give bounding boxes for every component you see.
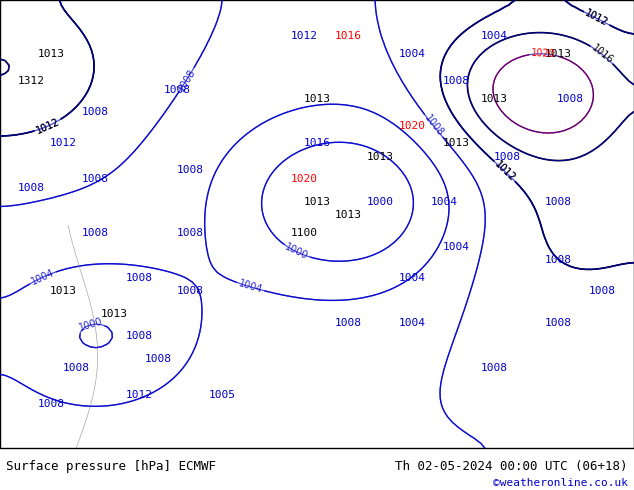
Text: 1016: 1016	[304, 139, 330, 148]
Text: 1100: 1100	[291, 228, 318, 238]
Text: 1008: 1008	[126, 331, 153, 341]
Text: 1013: 1013	[545, 49, 571, 59]
Text: 1000: 1000	[283, 242, 310, 262]
Text: 1008: 1008	[177, 165, 204, 175]
Text: Th 02-05-2024 00:00 UTC (06+18): Th 02-05-2024 00:00 UTC (06+18)	[395, 460, 628, 473]
Text: 1008: 1008	[481, 363, 508, 373]
Text: ©weatheronline.co.uk: ©weatheronline.co.uk	[493, 478, 628, 488]
Text: 1008: 1008	[335, 318, 362, 328]
Text: 1008: 1008	[126, 273, 153, 283]
Text: 1000: 1000	[367, 197, 394, 207]
Text: 1020: 1020	[531, 49, 556, 59]
Text: 1013: 1013	[101, 309, 127, 319]
Text: 1008: 1008	[18, 183, 45, 194]
Text: 1004: 1004	[399, 49, 425, 59]
Text: 1004: 1004	[443, 242, 470, 251]
Text: 1013: 1013	[443, 139, 470, 148]
Text: 1013: 1013	[481, 94, 508, 104]
Text: 1008: 1008	[545, 197, 571, 207]
Text: 1004: 1004	[430, 197, 457, 207]
Text: 1008: 1008	[82, 107, 108, 117]
Text: 1004: 1004	[29, 268, 56, 287]
Text: 1004: 1004	[399, 273, 425, 283]
Text: 1012: 1012	[493, 159, 517, 183]
Text: 1008: 1008	[164, 85, 191, 95]
Text: 1008: 1008	[422, 113, 445, 139]
Text: 1013: 1013	[335, 210, 362, 220]
Text: 1012: 1012	[291, 31, 318, 41]
Text: 1008: 1008	[145, 354, 172, 364]
Text: 1012: 1012	[583, 8, 610, 28]
Text: 1008: 1008	[443, 75, 470, 86]
Text: 1012: 1012	[583, 8, 610, 28]
Text: 1012: 1012	[35, 116, 61, 136]
Text: 1008: 1008	[82, 228, 108, 238]
Text: 1008: 1008	[63, 363, 89, 373]
Text: 1008: 1008	[545, 255, 571, 265]
Text: 1013: 1013	[304, 197, 330, 207]
Text: 1012: 1012	[50, 139, 77, 148]
Text: 1013: 1013	[367, 152, 394, 162]
Text: Surface pressure [hPa] ECMWF: Surface pressure [hPa] ECMWF	[6, 460, 216, 473]
Text: 1012: 1012	[493, 159, 517, 183]
Text: 1013: 1013	[37, 49, 64, 59]
Text: 1004: 1004	[399, 318, 425, 328]
Text: 1008: 1008	[177, 228, 204, 238]
Text: 1008: 1008	[589, 287, 616, 296]
Text: 1012: 1012	[35, 116, 61, 136]
Text: 1016: 1016	[335, 31, 362, 41]
Text: 1008: 1008	[545, 318, 571, 328]
Text: 1312: 1312	[18, 75, 45, 86]
Text: 1008: 1008	[82, 174, 108, 184]
Text: 1004: 1004	[481, 31, 508, 41]
Text: 1008: 1008	[37, 398, 64, 409]
Text: 1000: 1000	[77, 317, 104, 333]
Text: 1008: 1008	[177, 287, 204, 296]
Text: 1013: 1013	[50, 287, 77, 296]
Text: 1012: 1012	[126, 390, 153, 399]
Text: 1008: 1008	[176, 67, 197, 93]
Text: 1016: 1016	[590, 43, 615, 66]
Text: 1020: 1020	[399, 121, 425, 130]
Text: 1008: 1008	[557, 94, 584, 104]
Text: 1008: 1008	[494, 152, 521, 162]
Text: 1020: 1020	[291, 174, 318, 184]
Text: 1013: 1013	[304, 94, 330, 104]
Text: 1004: 1004	[237, 278, 264, 295]
Text: 1005: 1005	[209, 390, 235, 399]
